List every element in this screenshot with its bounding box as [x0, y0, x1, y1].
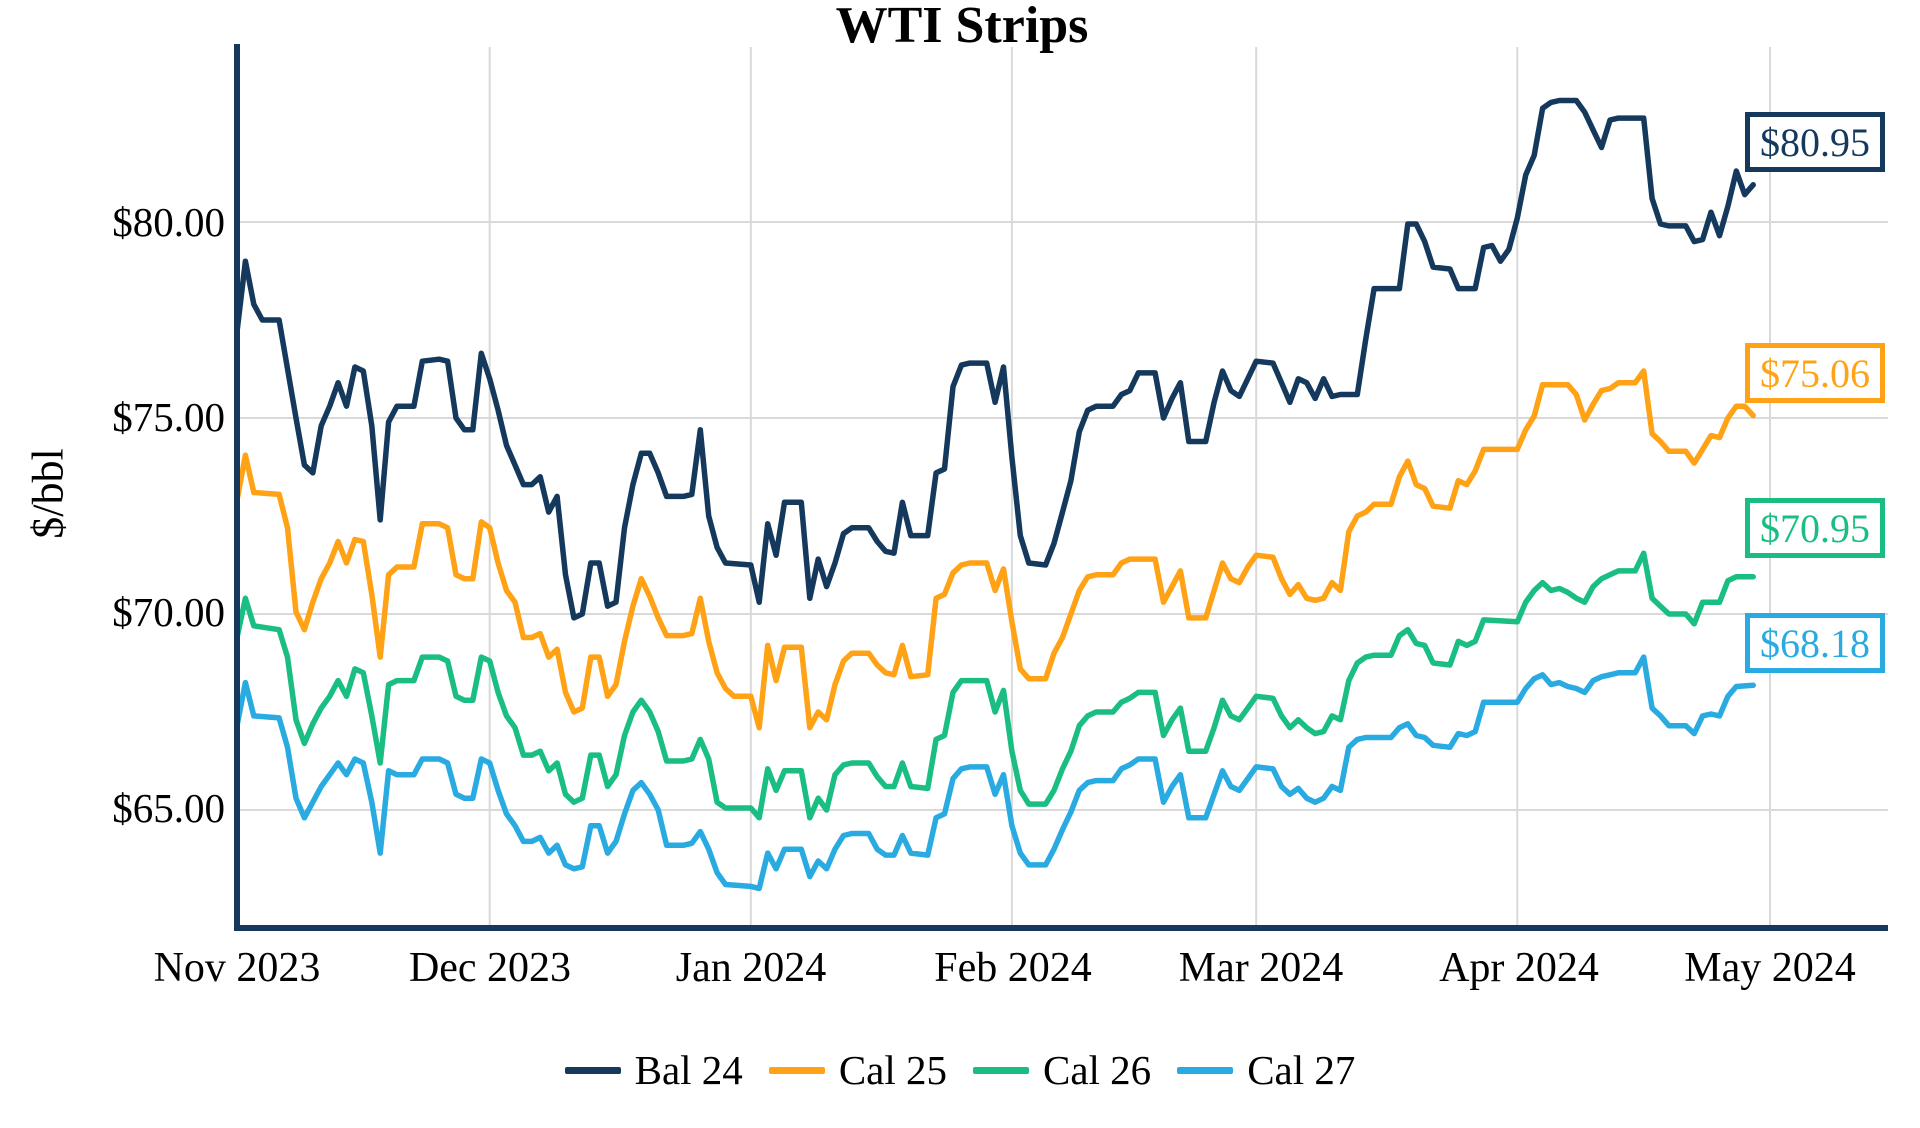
legend-item-cal27: Cal 27 — [1177, 1046, 1355, 1094]
x-tick-mar-2024: Mar 2024 — [1178, 945, 1344, 991]
legend-label-bal24: Bal 24 — [634, 1047, 743, 1093]
y-tick-75: $75.00 — [112, 394, 225, 440]
legend-item-bal24: Bal 24 — [564, 1046, 743, 1094]
chart-title: WTI Strips — [835, 0, 1089, 54]
data-lines — [234, 97, 1756, 892]
end-label-cal26-value: $70.95 — [1760, 505, 1870, 551]
legend-swatch-cal25 — [768, 1066, 825, 1074]
legend-label-cal27: Cal 27 — [1247, 1047, 1356, 1093]
legend: Bal 24 Cal 25 Cal 26 Cal 27 — [0, 1046, 1920, 1094]
end-label-cal25-value: $75.06 — [1760, 350, 1870, 396]
legend-swatch-bal24 — [564, 1066, 621, 1074]
legend-swatch-cal26 — [973, 1066, 1029, 1074]
legend-label-cal25: Cal 25 — [838, 1047, 947, 1093]
y-tick-70: $70.00 — [112, 589, 225, 635]
end-label-bal24-value: $80.95 — [1760, 119, 1870, 165]
legend-label-cal26: Cal 26 — [1043, 1047, 1152, 1093]
legend-item-cal25: Cal 25 — [768, 1046, 947, 1094]
x-tick-nov-2023: Nov 2023 — [153, 945, 321, 991]
end-label-cal27: $68.18 — [1745, 613, 1885, 673]
x-tick-jan-2024: Jan 2024 — [675, 945, 827, 991]
x-tick-dec-2023: Dec 2023 — [408, 945, 572, 991]
y-tick-80: $80.00 — [112, 199, 225, 245]
end-label-bal24: $80.95 — [1745, 112, 1885, 172]
y-axis-label: $/bbl — [23, 448, 73, 539]
legend-item-cal26: Cal 26 — [973, 1046, 1151, 1094]
x-tick-apr-2024: Apr 2024 — [1439, 945, 1599, 991]
y-tick-65: $65.00 — [112, 785, 225, 831]
legend-swatch-cal27 — [1177, 1066, 1234, 1074]
axes — [234, 44, 1888, 931]
end-label-cal25: $75.06 — [1745, 343, 1885, 403]
end-label-cal26: $70.95 — [1745, 498, 1885, 558]
gridlines — [237, 47, 1888, 926]
x-tick-feb-2024: Feb 2024 — [934, 945, 1092, 991]
x-tick-may-2024: May 2024 — [1684, 945, 1856, 991]
end-label-cal27-value: $68.18 — [1760, 620, 1870, 666]
